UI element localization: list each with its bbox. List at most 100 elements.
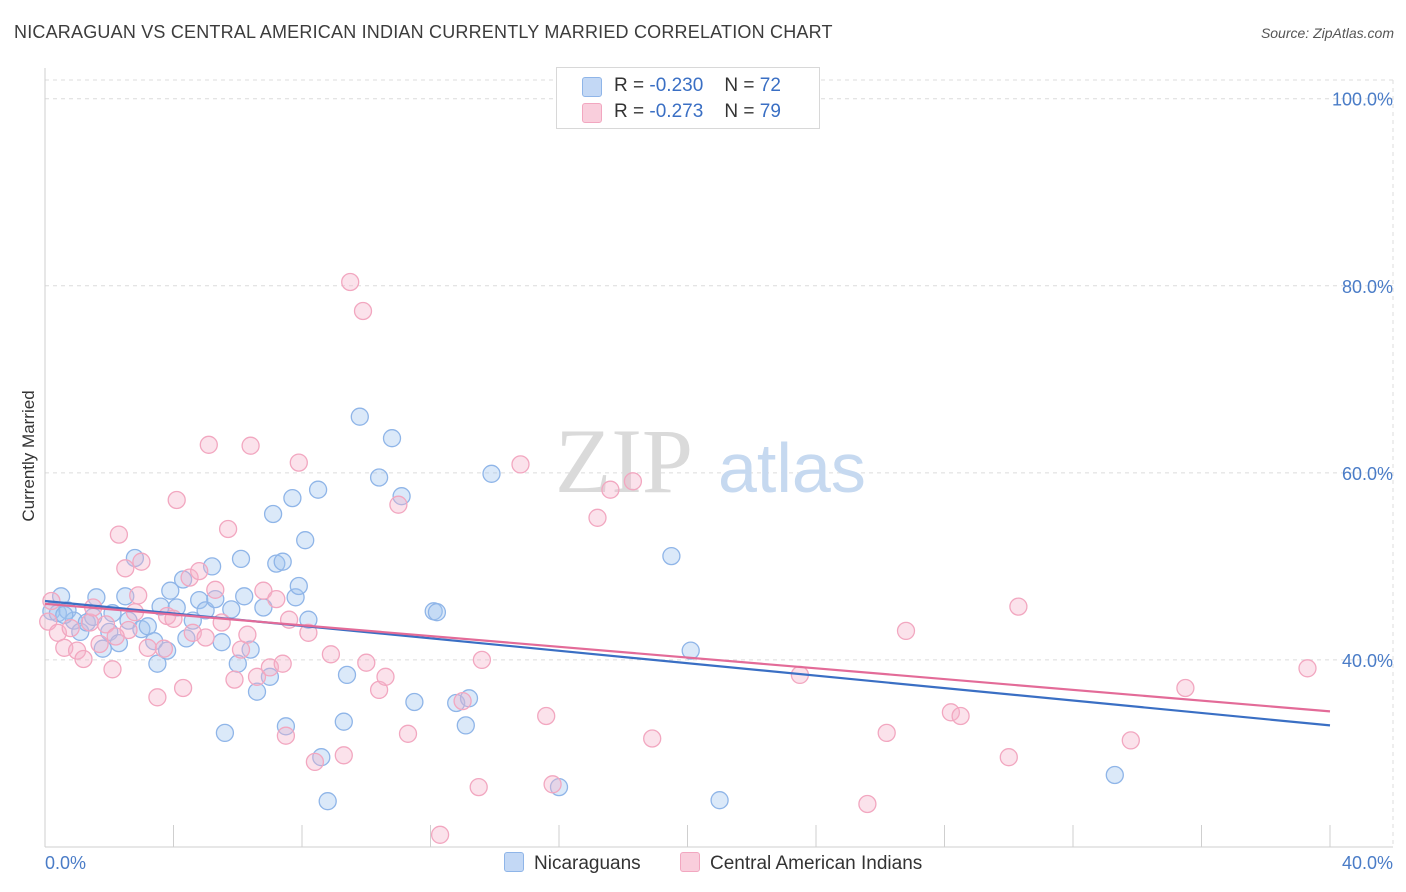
data-point: [90, 634, 109, 654]
data-point: [116, 559, 135, 578]
n-value: 72: [759, 75, 781, 96]
data-point: [212, 633, 231, 652]
data-point: [537, 706, 556, 726]
data-point: [283, 488, 302, 508]
trend-line: [44, 602, 1331, 713]
data-point: [241, 436, 260, 455]
data-point: [103, 660, 122, 679]
data-point: [305, 752, 325, 772]
data-point: [1121, 731, 1140, 750]
y-tick-label: 40.0%: [1342, 651, 1393, 671]
data-point: [206, 580, 225, 599]
central-american-indians-swatch: [582, 103, 602, 123]
watermark-atlas: atlas: [718, 429, 866, 507]
data-point: [289, 576, 308, 596]
data-point: [472, 650, 492, 670]
y-tick-label: 80.0%: [1342, 277, 1393, 297]
n-label: N =: [724, 101, 755, 122]
data-point: [296, 531, 315, 550]
data-point: [341, 272, 360, 292]
data-point: [180, 568, 199, 587]
data-point: [157, 641, 177, 660]
data-point: [173, 678, 193, 698]
data-point: [260, 667, 280, 686]
data-point: [129, 586, 148, 605]
data-point: [643, 729, 662, 748]
data-point: [308, 480, 328, 499]
watermark-zip: ZIP: [555, 410, 693, 512]
data-point: [148, 688, 167, 707]
data-point: [353, 301, 373, 321]
legend-item-nicaraguans: Nicaraguans: [504, 852, 641, 875]
data-point: [167, 490, 186, 510]
data-point: [601, 480, 620, 499]
stats-text: R = -0.230 N = 72: [614, 75, 781, 97]
data-point: [106, 627, 125, 646]
data-point: [215, 723, 235, 743]
data-point: [1105, 765, 1124, 785]
trend-lines: [44, 599, 1331, 727]
data-point: [482, 464, 501, 483]
data-point: [623, 472, 643, 491]
data-point: [190, 561, 209, 581]
data-point: [382, 429, 402, 448]
data-point: [254, 581, 273, 600]
data-point: [337, 665, 357, 685]
data-point: [1009, 597, 1028, 616]
data-point: [273, 654, 292, 673]
data-point: [276, 726, 296, 745]
data-point: [138, 638, 157, 657]
y-tick-label: 60.0%: [1342, 464, 1393, 484]
data-point: [710, 791, 729, 810]
data-point: [74, 649, 93, 669]
stats-legend: R = -0.230 N = 72 R = -0.273 N = 79: [556, 67, 820, 129]
data-point: [662, 546, 681, 566]
r-value: -0.230: [649, 75, 704, 96]
data-point: [225, 670, 244, 689]
data-point: [61, 618, 80, 638]
r-label: R =: [614, 75, 645, 96]
data-point: [238, 625, 257, 644]
data-point: [941, 703, 961, 722]
nicaraguans-swatch: [582, 77, 602, 97]
data-point: [241, 640, 260, 659]
series-nicaraguans-points: [42, 407, 1124, 811]
data-point: [469, 777, 488, 797]
data-point: [588, 508, 607, 527]
data-point: [71, 622, 90, 642]
stats-text: R = -0.273 N = 79: [614, 101, 781, 123]
data-point: [321, 645, 341, 664]
legend-label: Central American Indians: [710, 853, 923, 874]
data-point: [999, 748, 1018, 767]
legend-label: Nicaraguans: [534, 853, 641, 874]
data-point: [267, 554, 286, 573]
data-point: [334, 712, 353, 731]
data-point: [273, 552, 292, 571]
data-point: [218, 519, 238, 539]
data-point: [196, 628, 215, 647]
x-tick-label: 40.0%: [1342, 853, 1393, 873]
data-point: [543, 775, 562, 794]
data-point: [206, 589, 225, 609]
data-point: [398, 724, 418, 743]
data-point: [299, 623, 318, 642]
nicaraguans-legend-swatch: [504, 852, 524, 872]
r-label: R =: [614, 101, 645, 122]
data-point: [357, 653, 376, 672]
data-point: [109, 525, 129, 544]
data-point: [286, 588, 305, 607]
data-point: [1176, 678, 1195, 698]
data-point: [173, 570, 193, 589]
data-point: [276, 717, 296, 736]
legend-item-central-american-indians: Central American Indians: [680, 852, 922, 875]
data-point: [263, 504, 283, 524]
data-point: [318, 792, 337, 811]
data-point: [96, 615, 116, 634]
data-point: [896, 621, 916, 641]
source-label: Source: ZipAtlas.com: [1260, 25, 1394, 41]
data-point: [389, 495, 408, 514]
data-point: [247, 682, 267, 701]
data-point: [858, 794, 877, 814]
data-point: [235, 587, 254, 606]
